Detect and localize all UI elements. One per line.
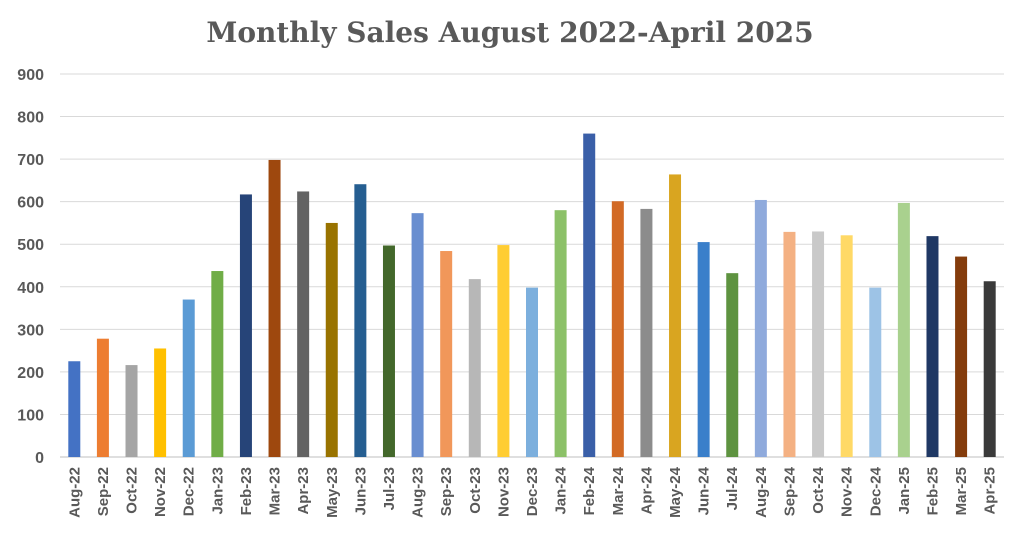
x-tick-label: Jun-24 — [696, 466, 713, 515]
y-tick-label: 300 — [17, 322, 44, 339]
y-tick-label: 900 — [17, 67, 44, 84]
bar — [869, 287, 882, 457]
bar — [154, 348, 167, 457]
bars — [68, 133, 996, 458]
y-tick-label: 500 — [17, 237, 44, 254]
bar — [583, 133, 596, 458]
bar — [297, 191, 310, 457]
x-tick-label: Jul-24 — [724, 466, 741, 510]
x-tick-label: Mar-25 — [953, 467, 970, 515]
x-tick-label: Nov-24 — [839, 466, 856, 517]
x-tick-label: Mar-24 — [610, 466, 627, 515]
x-tick-label: Nov-22 — [152, 467, 169, 517]
bar — [526, 287, 538, 457]
x-tick-label: Oct-23 — [467, 467, 484, 514]
x-tick-label: Jan-23 — [209, 467, 226, 515]
bar — [325, 222, 338, 457]
x-tick-label: Jan-25 — [896, 467, 913, 515]
x-tick-label: May-23 — [324, 467, 341, 518]
bar — [554, 210, 567, 457]
x-tick-label: Sep-22 — [95, 467, 112, 516]
x-tick-label: Aug-23 — [410, 467, 427, 518]
bar — [812, 231, 825, 457]
x-tick-label: Feb-23 — [238, 467, 255, 515]
x-tick-label: Dec-24 — [867, 466, 884, 516]
bar — [754, 199, 767, 457]
x-tick-label: Jul-23 — [381, 467, 398, 510]
x-tick-label: May-24 — [667, 466, 684, 518]
x-tick-label: Feb-24 — [581, 466, 598, 515]
x-tick-label: Nov-23 — [495, 467, 512, 517]
x-tick-label: Apr-25 — [982, 467, 999, 515]
x-tick-label: Oct-24 — [810, 466, 827, 513]
bar — [983, 281, 996, 457]
bar — [611, 201, 624, 457]
bar — [640, 208, 653, 457]
x-tick-label: Jan-24 — [553, 466, 570, 514]
bar — [468, 279, 481, 457]
x-tick-label: Jun-23 — [352, 467, 369, 515]
y-tick-label: 700 — [17, 152, 44, 169]
x-tick-label: Sep-23 — [438, 467, 455, 516]
bar — [411, 213, 424, 457]
y-tick-label: 600 — [17, 195, 44, 212]
x-tick-label: Sep-24 — [781, 466, 798, 516]
bar — [182, 299, 195, 457]
bar — [354, 184, 367, 458]
bar — [697, 242, 710, 457]
bar — [783, 231, 796, 457]
bar — [840, 235, 853, 457]
bar — [382, 245, 395, 457]
x-tick-label: Dec-23 — [524, 467, 541, 516]
x-tick-label: Oct-22 — [124, 467, 141, 514]
bar — [239, 194, 252, 457]
bar — [268, 159, 281, 457]
bar — [955, 256, 968, 457]
y-tick-label: 0 — [35, 450, 44, 467]
bar — [726, 273, 739, 457]
y-tick-label: 100 — [17, 407, 44, 424]
chart-title: Monthly Sales August 2022-April 2025 — [206, 16, 813, 49]
y-axis-ticks: 0 100 200 300 400 500 600 700 800 900 — [17, 67, 44, 467]
bar — [68, 361, 81, 457]
x-tick-label: Feb-25 — [924, 467, 941, 515]
x-tick-label: Apr-23 — [295, 467, 312, 515]
y-tick-label: 200 — [17, 365, 44, 382]
bar — [440, 251, 453, 457]
y-tick-label: 400 — [17, 280, 44, 297]
y-tick-label: 800 — [17, 110, 44, 127]
x-tick-label: Apr-24 — [638, 466, 655, 514]
x-tick-label: Aug-24 — [753, 466, 770, 517]
x-tick-label: Dec-22 — [181, 467, 198, 516]
bar — [926, 236, 939, 457]
bar — [897, 202, 910, 457]
x-tick-label: Mar-23 — [267, 467, 284, 515]
x-tick-label: Aug-22 — [66, 467, 83, 518]
x-axis-ticks: Aug-22 Sep-22 Oct-22 Nov-22 Dec-22 Jan-23 Feb-… — [66, 466, 998, 518]
bar — [125, 365, 138, 457]
bar — [497, 245, 510, 457]
bar — [669, 174, 682, 458]
bar — [211, 271, 224, 457]
bar — [96, 338, 109, 457]
